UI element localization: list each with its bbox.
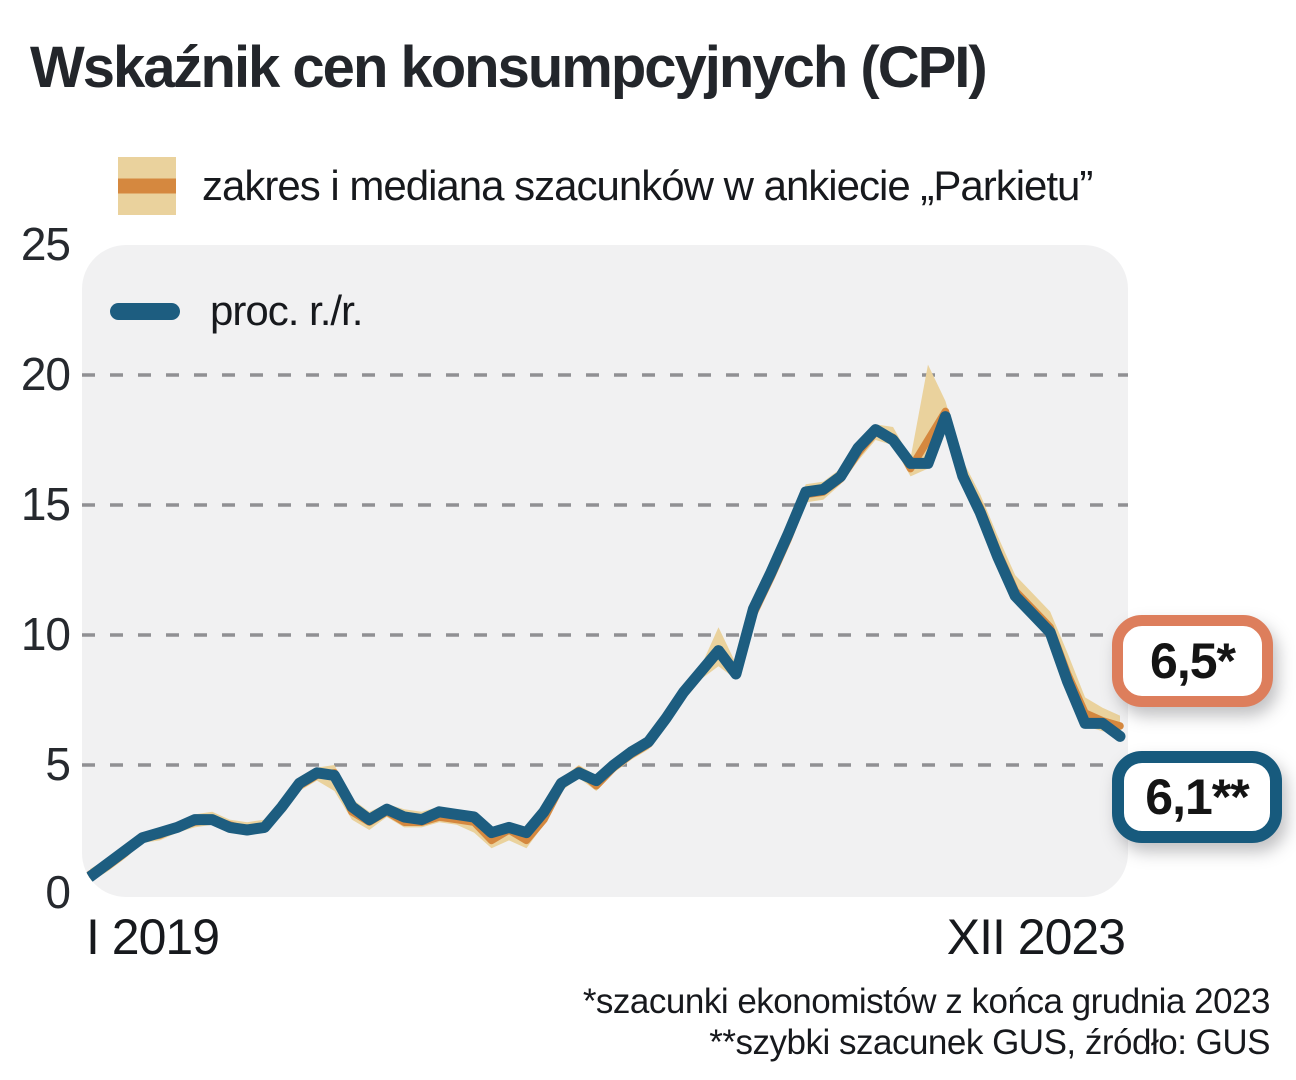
y-axis-tick-15: 15: [20, 477, 71, 530]
cpi-line-swatch-icon: [110, 302, 180, 320]
estimate-badge-value: 6,5*: [1150, 633, 1236, 689]
actual-badge-value: 6,1**: [1145, 769, 1249, 825]
y-axis-tick-20: 20: [20, 347, 71, 400]
actual-badge: 6,1**: [1112, 751, 1282, 843]
legend-band-label: zakres i mediana szacunków w ankiecie „P…: [202, 162, 1093, 209]
y-axis-tick-10: 10: [20, 607, 71, 660]
page-title: Wskaźnik cen konsumpcyjnych (CPI): [30, 35, 988, 100]
estimate-range-band: [90, 364, 1120, 883]
estimate-median-stripe-icon: [118, 178, 176, 194]
x-axis-label-end: XII 2023: [946, 909, 1126, 965]
footnote-source: **szybki szacunek GUS, źródło: GUS: [709, 1022, 1270, 1062]
estimate-badge: 6,5*: [1112, 615, 1273, 707]
footnotes: *szacunki ekonomistów z końca grudnia 20…: [582, 982, 1271, 1063]
cpi-line: [84, 411, 1126, 883]
chart-plot-area: proc. r./r.: [82, 245, 1128, 897]
y-axis-tick-5: 5: [45, 737, 71, 790]
legend-line-label: proc. r./r.: [210, 287, 363, 334]
footnote-estimates: *szacunki ekonomistów z końca grudnia 20…: [582, 982, 1271, 1021]
legend-line-item: proc. r./r.: [110, 287, 363, 335]
x-axis-label-start: I 2019: [86, 909, 220, 965]
y-axis-tick-0: 0: [45, 865, 71, 918]
y-axis-tick-25: 25: [20, 217, 71, 270]
estimate-range-swatch-icon: [118, 157, 176, 215]
chart-canvas: [82, 364, 1128, 883]
legend-band-item: zakres i mediana szacunków w ankiecie „P…: [118, 157, 1093, 215]
